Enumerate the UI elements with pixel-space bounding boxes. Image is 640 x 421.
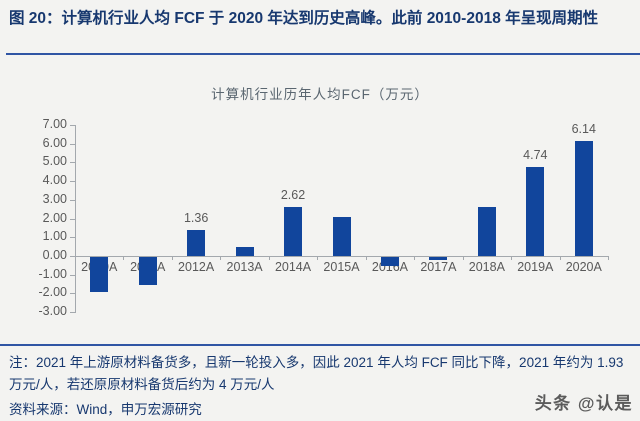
header-divider (6, 53, 640, 55)
y-axis-label: -3.00 (38, 304, 68, 318)
bar-value-label: 6.14 (571, 122, 596, 137)
y-axis-tick (70, 162, 75, 164)
x-axis-tick (559, 255, 561, 260)
y-axis-tick (70, 181, 75, 183)
y-axis-tick (70, 125, 75, 126)
y-axis-tick (70, 218, 75, 220)
y-axis-tick (70, 293, 75, 295)
x-axis-label: 2016A (371, 259, 409, 274)
x-axis-label: 2020A (565, 259, 602, 274)
chart-bar (380, 256, 399, 267)
y-axis-label: 7.00 (42, 117, 67, 131)
x-axis-tick (171, 255, 173, 260)
plot-area: 7.00 6.00 5.00 4.00 3.00 2.00 1.00 0.00 -1.00 -2.… (39, 117, 609, 318)
chart-bar (187, 230, 206, 256)
x-axis-label: 2014A (274, 259, 312, 274)
y-axis-tick (70, 143, 75, 145)
x-axis-tick (608, 255, 609, 260)
y-axis-line (75, 125, 76, 313)
bar-value-label: 1.36 (183, 211, 209, 226)
chart-bar (429, 256, 448, 260)
x-axis-tick (268, 255, 270, 260)
y-axis-label: 3.00 (42, 191, 67, 206)
y-axis-label: 6.00 (42, 135, 67, 150)
chart-bar (477, 207, 496, 256)
y-axis-tick (70, 199, 75, 201)
y-axis-tick (70, 255, 75, 257)
x-axis-label: 2015A (323, 259, 360, 274)
watermark: 头条 @认是 (534, 394, 633, 413)
chart-bar (332, 216, 351, 256)
y-axis-label: 1.00 (42, 229, 67, 244)
x-axis-tick (75, 255, 76, 260)
chart-bar (235, 247, 254, 256)
y-axis-label: -1.00 (38, 266, 68, 281)
y-axis-tick (70, 237, 75, 239)
x-axis-tick (365, 255, 367, 260)
x-axis-label: 2013A (226, 259, 263, 274)
x-axis-tick (220, 255, 222, 260)
y-axis-label: 2.00 (42, 210, 67, 225)
x-axis-label: 2012A (178, 259, 215, 274)
chart-bar (284, 206, 303, 256)
chart-title: 计算机行业历年人均FCF（万元） (211, 87, 429, 102)
chart-bar (526, 167, 545, 256)
fcf-bar-chart: 计算机行业历年人均FCF（万元） 7.00 6.00 5.00 4.00 3.00 2.0… (0, 55, 640, 343)
y-axis-label: -2.00 (38, 285, 68, 300)
x-axis-tick (123, 255, 125, 260)
chart-bar (90, 256, 109, 293)
bar-value-label: 4.74 (523, 148, 548, 163)
x-axis-label: 2018A (468, 259, 505, 274)
y-axis-label: 0.00 (42, 247, 67, 262)
source-text: 资料来源：Wind，申万宏源研究 (9, 402, 202, 417)
y-axis-label: 4.00 (42, 173, 67, 188)
y-axis-label: 5.00 (42, 154, 67, 169)
x-axis-label: 2019A (517, 259, 554, 274)
chart-bar (574, 141, 593, 256)
figure-title: 图 20：计算机行业人均 FCF 于 2020 年达到历史高峰。此前 2010-… (9, 10, 599, 27)
bar-value-label: 2.62 (280, 187, 306, 202)
x-axis-tick (462, 255, 464, 260)
figure-header: 图 20：计算机行业人均 FCF 于 2020 年达到历史高峰。此前 2010-… (0, 0, 640, 30)
notes-block: 注：2021 年上游原材料备货多，且新一轮投入多，因此 2021 年人均 FCF… (0, 344, 640, 421)
x-axis-label: 2017A (420, 259, 457, 274)
x-axis-line (75, 255, 609, 257)
chart-bar (138, 256, 157, 285)
x-axis-tick (317, 255, 319, 260)
note-text: 注：2021 年上游原材料备货多，且新一轮投入多，因此 2021 年人均 FCF… (9, 355, 624, 392)
y-axis-tick (70, 274, 75, 276)
y-axis-tick (70, 312, 75, 313)
x-axis-tick (414, 255, 416, 260)
x-axis-tick (511, 255, 513, 260)
